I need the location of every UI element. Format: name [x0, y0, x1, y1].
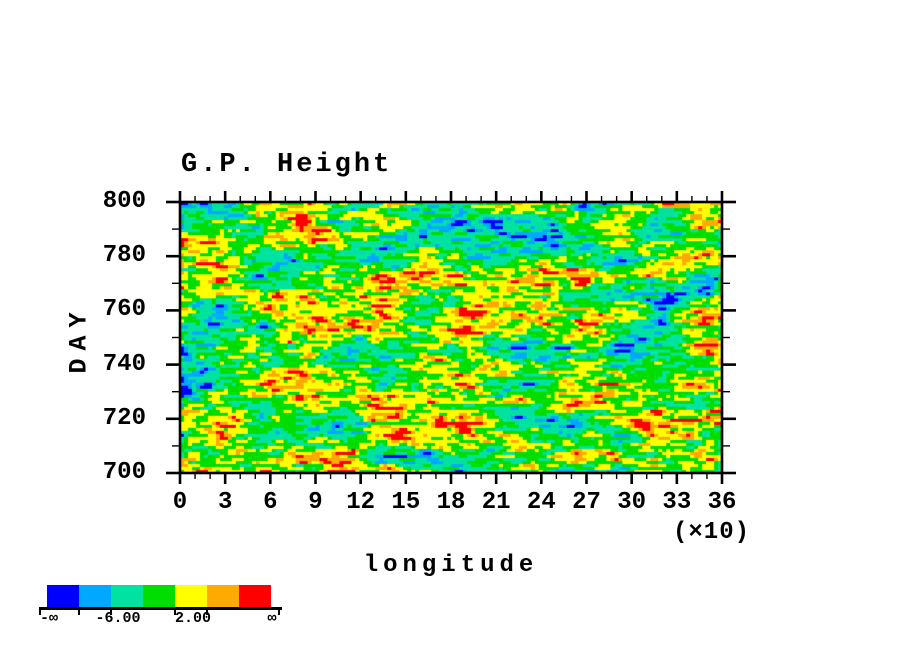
x-tick-label: 0	[172, 489, 188, 516]
x-axis-title: longitude	[363, 552, 539, 579]
colorbar-label: ∞	[267, 610, 277, 627]
x-tick-label: 27	[572, 489, 601, 516]
colorbar-tick	[174, 607, 176, 615]
y-tick-label: 720	[102, 404, 146, 432]
x-tick-label: 12	[346, 489, 376, 516]
x-tick-label: 33	[662, 489, 692, 516]
colorbar-segment	[207, 585, 239, 607]
x-tick-label: 36	[707, 489, 737, 516]
y-tick-label: 780	[102, 242, 146, 270]
chart-title: G.P. Height	[181, 150, 393, 180]
colorbar-label: -∞	[39, 610, 58, 627]
colorbar-segment	[47, 585, 79, 607]
x-tick-label: 15	[391, 489, 421, 516]
colorbar-axis-line	[39, 607, 282, 610]
colorbar-segment	[79, 585, 111, 607]
x-tick-label: 9	[308, 489, 323, 516]
colorbar-segment	[239, 585, 271, 607]
x-axis-multiplier: (×10)	[672, 519, 750, 546]
x-tick-label: 24	[526, 489, 556, 516]
colorbar-tick	[206, 607, 208, 615]
y-tick-label: 740	[102, 350, 146, 378]
y-tick-label: 700	[102, 459, 146, 486]
colorbar-label: -6.00	[95, 610, 141, 627]
x-tick-label: 21	[481, 489, 511, 516]
x-tick-label: 30	[617, 489, 647, 516]
colorbar-label: 2.00	[174, 610, 211, 627]
heatmap-canvas	[180, 202, 722, 473]
y-tick-label: 800	[102, 188, 146, 215]
x-tick-label: 3	[217, 489, 233, 516]
colorbar-segment	[143, 585, 175, 607]
x-tick-label: 18	[436, 489, 466, 516]
colorbar-segment	[111, 585, 143, 607]
x-tick-label: 6	[263, 489, 278, 516]
colorbar-segment	[175, 585, 207, 607]
colorbar-tick	[39, 607, 41, 615]
colorbar-tick	[78, 607, 80, 615]
colorbar-tick	[110, 607, 112, 615]
y-tick-label: 760	[102, 296, 146, 324]
colorbar-tick	[278, 607, 280, 615]
